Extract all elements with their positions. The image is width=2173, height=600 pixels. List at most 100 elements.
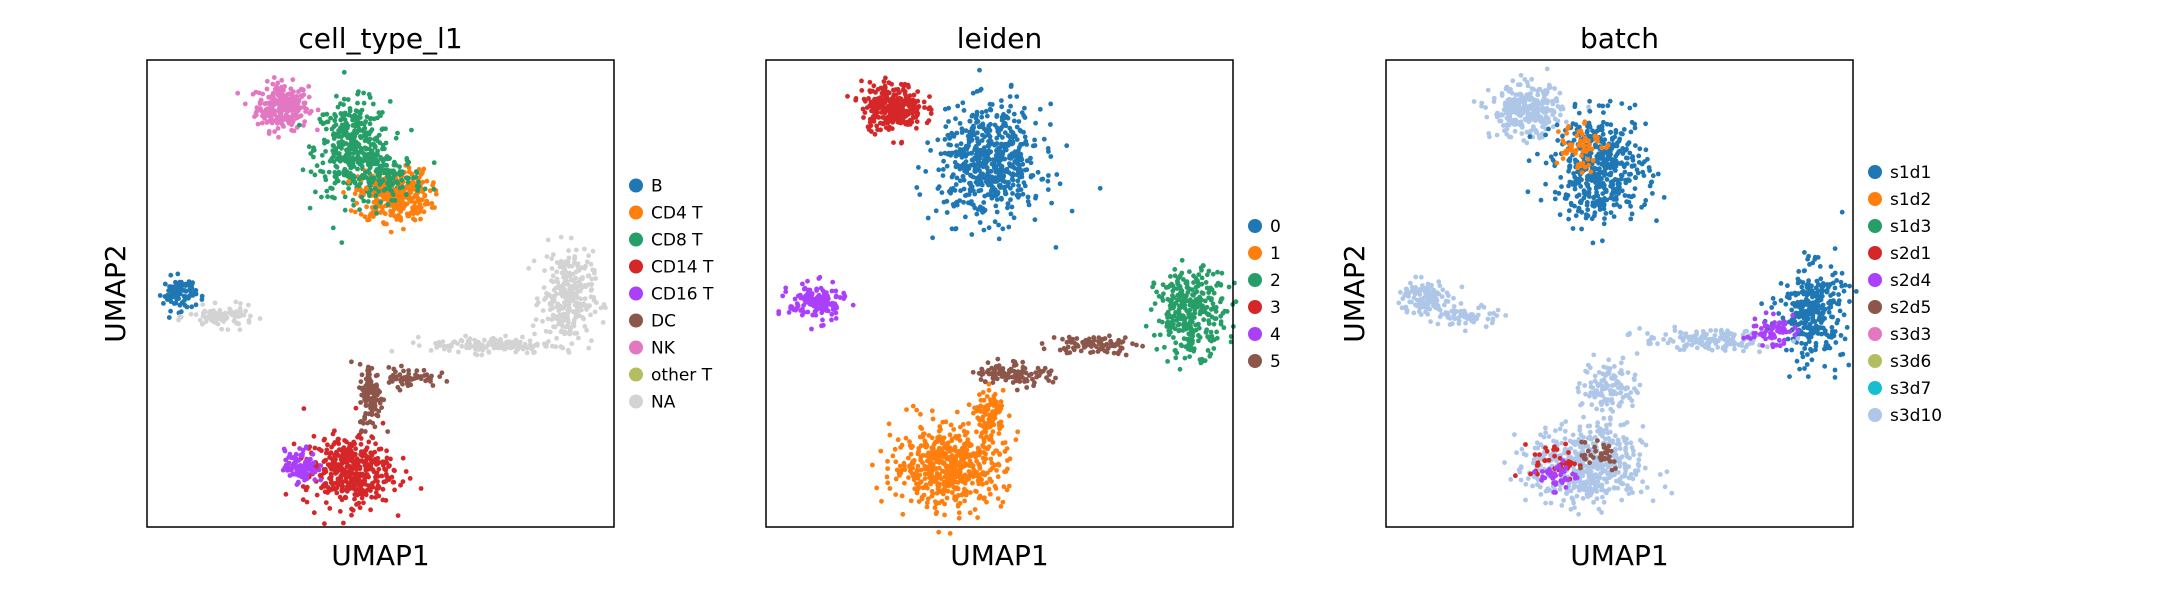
- point-1: [951, 427, 957, 432]
- point-1: [886, 421, 892, 427]
- point-cd8-t: [356, 176, 362, 182]
- point-dc: [365, 420, 370, 426]
- point-cd8-t: [345, 123, 351, 129]
- point-cd8-t: [341, 96, 347, 102]
- point-na: [203, 319, 209, 325]
- point-4: [833, 288, 839, 294]
- point-cd14-t: [391, 479, 397, 485]
- point-nk: [276, 134, 281, 140]
- point-5: [1102, 336, 1108, 341]
- point-0: [974, 89, 980, 94]
- point-na: [532, 331, 537, 337]
- point-2: [1160, 282, 1166, 288]
- point-3: [883, 116, 888, 121]
- point-cd8-t: [361, 90, 366, 96]
- point-1: [949, 436, 955, 442]
- point-0: [1006, 224, 1012, 230]
- point-0: [1033, 193, 1039, 199]
- point-na: [584, 307, 589, 312]
- point-0: [987, 192, 993, 198]
- point-0: [1018, 151, 1024, 157]
- point-dc: [370, 396, 375, 401]
- point-1: [947, 432, 953, 438]
- point-2: [1171, 286, 1177, 291]
- point-nk: [254, 108, 260, 114]
- point-5: [1070, 336, 1076, 342]
- point-cd14-t: [327, 506, 333, 511]
- point-cd8-t: [353, 108, 359, 114]
- point-na: [218, 315, 224, 321]
- point-nk: [289, 108, 294, 113]
- point-1: [959, 492, 964, 498]
- point-na: [550, 305, 556, 311]
- point-cd4-t: [431, 180, 436, 186]
- point-cd8-t: [311, 154, 316, 160]
- point-cd14-t: [324, 447, 330, 453]
- point-dc: [397, 372, 403, 378]
- point-1: [980, 481, 985, 487]
- point-1: [994, 468, 999, 473]
- point-5: [1051, 335, 1057, 340]
- point-s3d10: [1560, 106, 1566, 112]
- point-1: [993, 448, 999, 454]
- point-cd4-t: [400, 196, 405, 202]
- point-5: [1090, 349, 1096, 355]
- point-cd8-t: [355, 124, 361, 129]
- point-b: [183, 283, 189, 288]
- point-cd8-t: [334, 93, 339, 99]
- point-na: [534, 296, 540, 301]
- point-5: [1024, 385, 1030, 390]
- point-1: [976, 495, 982, 501]
- point-2: [1166, 314, 1172, 320]
- point-cd8-t: [383, 140, 389, 146]
- point-cd14-t: [321, 437, 327, 443]
- point-3: [845, 93, 850, 99]
- point-cd8-t: [415, 188, 421, 193]
- point-b: [166, 315, 172, 320]
- point-1: [928, 477, 934, 482]
- point-0: [948, 142, 953, 148]
- point-nk: [272, 129, 277, 135]
- point-0: [930, 235, 935, 241]
- point-na: [586, 345, 592, 351]
- point-2: [1198, 265, 1204, 270]
- point-2: [1215, 269, 1220, 275]
- point-cd8-t: [397, 185, 403, 191]
- point-0: [953, 182, 959, 187]
- point-cd14-t: [321, 459, 327, 464]
- point-3: [895, 87, 901, 92]
- point-na: [510, 339, 516, 345]
- point-cd8-t: [392, 198, 398, 203]
- point-nk: [281, 93, 286, 99]
- point-cd8-t: [347, 106, 353, 111]
- point-na: [555, 279, 561, 285]
- point-s3d10: [1555, 118, 1561, 124]
- point-cd4-t: [429, 205, 435, 211]
- point-4: [786, 310, 792, 315]
- point-2: [1201, 317, 1207, 323]
- point-cd8-t: [325, 139, 330, 145]
- point-0: [961, 186, 967, 192]
- point-1: [984, 394, 990, 399]
- point-5: [1047, 372, 1052, 377]
- point-4: [788, 304, 794, 309]
- point-s3d10: [1558, 112, 1563, 118]
- point-b: [182, 298, 187, 303]
- point-cd14-t: [407, 476, 413, 481]
- point-3: [871, 83, 877, 89]
- point-cd16-t: [295, 464, 301, 470]
- point-cd14-t: [371, 469, 377, 475]
- point-4: [802, 285, 808, 291]
- point-5: [989, 365, 995, 371]
- point-na: [248, 313, 253, 319]
- point-dc: [363, 387, 369, 393]
- point-4: [833, 316, 839, 321]
- point-0: [968, 173, 974, 179]
- point-1: [1000, 440, 1006, 446]
- point-nk: [294, 107, 299, 112]
- point-b: [188, 289, 194, 295]
- point-0: [977, 220, 983, 225]
- point-0: [979, 114, 985, 120]
- point-0: [954, 175, 960, 181]
